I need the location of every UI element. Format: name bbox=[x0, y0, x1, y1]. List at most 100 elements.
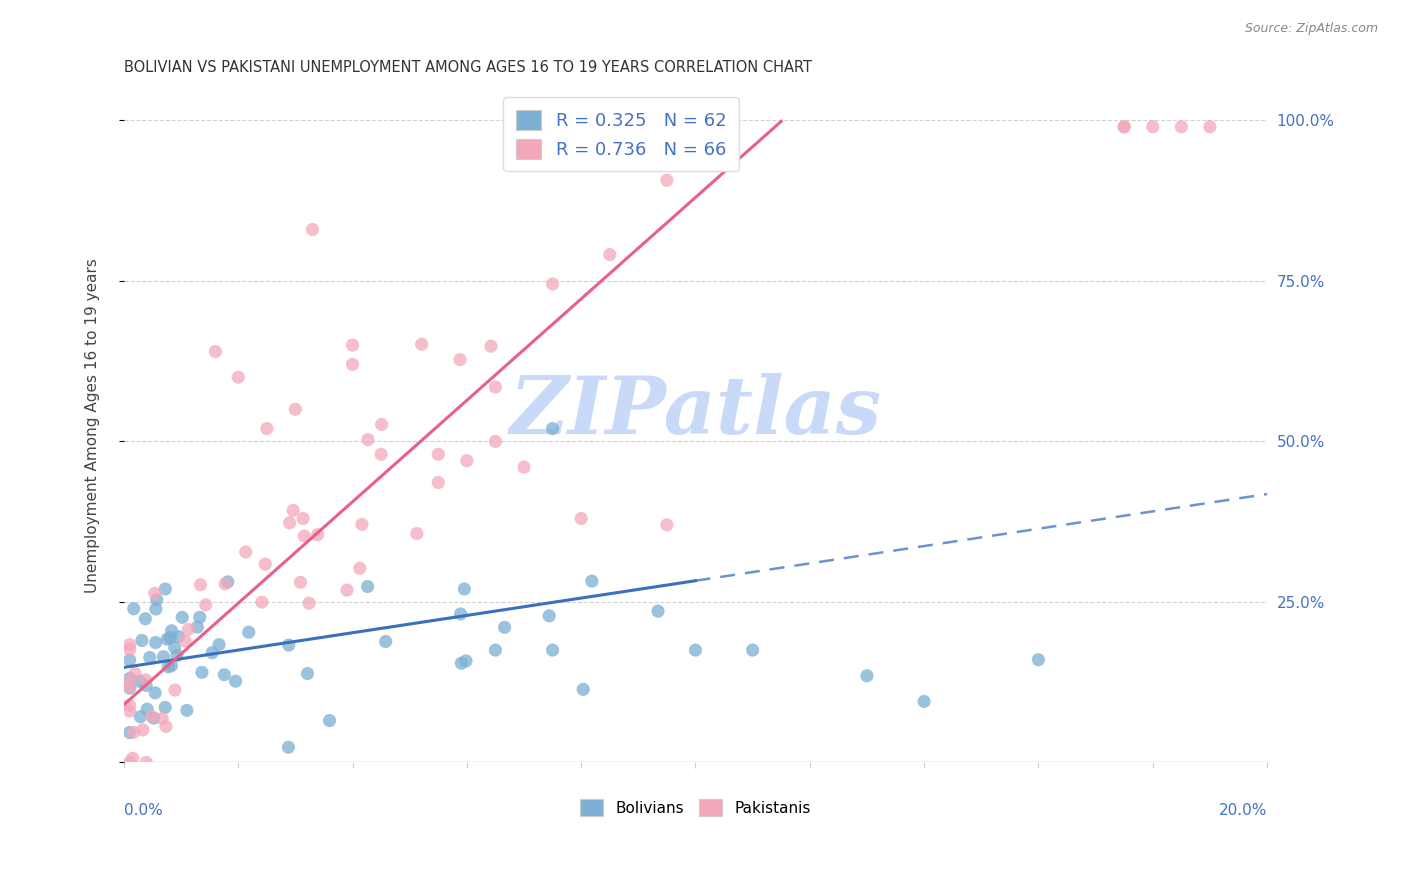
Point bbox=[541, 643, 564, 657]
Point bbox=[160, 658, 183, 673]
Point bbox=[135, 678, 157, 692]
Point bbox=[1114, 120, 1136, 134]
Point bbox=[484, 380, 506, 394]
Point bbox=[118, 653, 141, 667]
Point bbox=[118, 704, 141, 718]
Point bbox=[250, 595, 273, 609]
Point bbox=[208, 638, 231, 652]
Point bbox=[513, 460, 536, 475]
Point bbox=[370, 417, 392, 432]
Point bbox=[131, 633, 153, 648]
Point bbox=[186, 620, 208, 634]
Point bbox=[122, 725, 145, 739]
Point bbox=[124, 666, 146, 681]
Point bbox=[118, 681, 141, 695]
Point bbox=[145, 635, 167, 649]
Point bbox=[214, 576, 236, 591]
Point bbox=[350, 517, 373, 532]
Point bbox=[143, 686, 166, 700]
Point bbox=[647, 604, 669, 618]
Point bbox=[541, 277, 564, 291]
Point bbox=[453, 582, 475, 596]
Point bbox=[139, 650, 162, 665]
Point bbox=[484, 643, 506, 657]
Point bbox=[118, 642, 141, 657]
Point bbox=[122, 601, 145, 615]
Point bbox=[599, 247, 621, 261]
Point bbox=[141, 709, 163, 723]
Point bbox=[357, 433, 380, 447]
Point bbox=[150, 711, 173, 725]
Point bbox=[225, 674, 247, 689]
Point bbox=[572, 682, 595, 697]
Point bbox=[163, 640, 186, 655]
Point bbox=[290, 575, 312, 590]
Point bbox=[450, 656, 472, 670]
Point bbox=[450, 607, 472, 621]
Point bbox=[118, 756, 141, 770]
Point bbox=[655, 517, 678, 532]
Point bbox=[204, 344, 226, 359]
Point bbox=[1114, 120, 1136, 134]
Point bbox=[172, 610, 194, 624]
Point bbox=[356, 580, 378, 594]
Point bbox=[318, 714, 340, 728]
Point bbox=[856, 669, 879, 683]
Point bbox=[307, 527, 329, 541]
Point bbox=[118, 673, 141, 688]
Point bbox=[163, 683, 186, 698]
Point bbox=[370, 447, 392, 461]
Point bbox=[456, 453, 478, 467]
Point bbox=[156, 632, 179, 647]
Point bbox=[342, 338, 364, 352]
Point bbox=[118, 671, 141, 685]
Point bbox=[167, 630, 190, 644]
Point bbox=[1199, 120, 1222, 134]
Point bbox=[146, 592, 169, 607]
Point bbox=[201, 646, 224, 660]
Point bbox=[153, 700, 176, 714]
Point bbox=[121, 751, 143, 765]
Point bbox=[427, 447, 450, 461]
Text: 0.0%: 0.0% bbox=[124, 803, 163, 818]
Point bbox=[741, 643, 763, 657]
Point bbox=[479, 339, 502, 353]
Point bbox=[135, 756, 157, 770]
Point bbox=[194, 598, 217, 612]
Point bbox=[177, 623, 200, 637]
Point bbox=[1142, 120, 1164, 134]
Text: BOLIVIAN VS PAKISTANI UNEMPLOYMENT AMONG AGES 16 TO 19 YEARS CORRELATION CHART: BOLIVIAN VS PAKISTANI UNEMPLOYMENT AMONG… bbox=[124, 60, 811, 75]
Point bbox=[142, 711, 165, 725]
Point bbox=[494, 620, 516, 634]
Point bbox=[155, 719, 177, 733]
Point bbox=[176, 703, 198, 717]
Point bbox=[484, 434, 506, 449]
Point bbox=[449, 352, 471, 367]
Point bbox=[190, 577, 212, 591]
Point bbox=[238, 625, 260, 640]
Point bbox=[538, 608, 561, 623]
Point bbox=[301, 222, 323, 236]
Point bbox=[912, 694, 935, 708]
Point bbox=[349, 561, 371, 575]
Point bbox=[278, 516, 301, 530]
Point bbox=[284, 402, 307, 417]
Point bbox=[160, 624, 183, 638]
Point bbox=[188, 610, 211, 624]
Point bbox=[118, 698, 141, 713]
Point bbox=[298, 596, 321, 610]
Point bbox=[129, 709, 152, 723]
Point bbox=[166, 648, 188, 663]
Point bbox=[134, 612, 156, 626]
Point bbox=[292, 511, 315, 525]
Point bbox=[118, 638, 141, 652]
Point bbox=[283, 503, 305, 517]
Point bbox=[118, 725, 141, 739]
Point bbox=[145, 602, 167, 616]
Point bbox=[277, 740, 299, 755]
Point bbox=[217, 574, 239, 589]
Point bbox=[1170, 120, 1192, 134]
Point bbox=[374, 634, 396, 648]
Point bbox=[406, 526, 429, 541]
Point bbox=[254, 557, 277, 571]
